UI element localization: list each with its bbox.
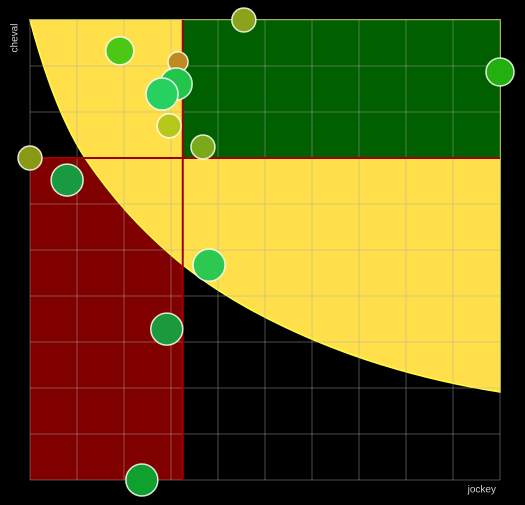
high-zone bbox=[182, 20, 500, 158]
point bbox=[150, 312, 184, 346]
points bbox=[17, 7, 515, 497]
point bbox=[105, 36, 135, 66]
point bbox=[125, 463, 159, 497]
grid bbox=[29, 19, 501, 481]
point bbox=[190, 134, 216, 160]
point bbox=[485, 57, 515, 87]
y-axis-label: cheval bbox=[10, 24, 21, 53]
point bbox=[156, 113, 182, 139]
point bbox=[50, 163, 84, 197]
x-axis-label: jockey bbox=[467, 485, 496, 496]
point bbox=[231, 7, 257, 33]
point bbox=[17, 145, 43, 171]
point bbox=[192, 248, 226, 282]
point bbox=[145, 77, 179, 111]
